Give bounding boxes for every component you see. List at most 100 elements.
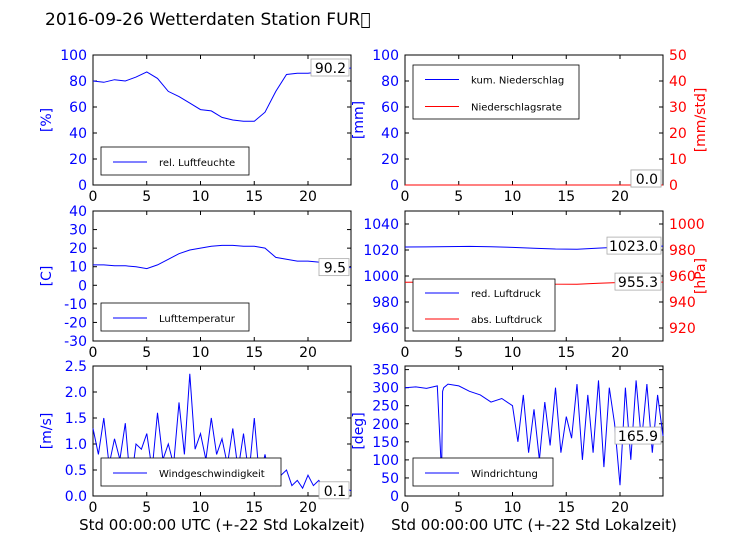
windspeed-y-tick-label: 1.0 — [65, 437, 87, 453]
pressure-y2-tick-label: 940 — [669, 295, 696, 311]
precip-y-tick-label: 0 — [390, 178, 399, 194]
pressure-y-tick-label: 980 — [372, 295, 399, 311]
pressure-legend-label: red. Luftdruck — [471, 289, 541, 300]
windspeed-y-tick-label: 0.0 — [65, 489, 87, 505]
precip-y2-tick-label: 10 — [669, 152, 687, 168]
precip-x-tick-label: 10 — [504, 189, 522, 205]
pressure-y2-tick-label: 960 — [669, 269, 696, 285]
winddir-legend-box — [412, 457, 554, 487]
windspeed-x-axis-label: Std 00:00:00 UTC (+-22 Std Lokalzeit) — [79, 516, 365, 534]
figure-title: 2016-09-26 Wetterdaten Station FUR  — [45, 10, 371, 30]
windspeed-x-tick-label: 5 — [142, 500, 151, 516]
pressure-x-tick-label: 15 — [557, 345, 575, 361]
winddir-y-tick-label: 150 — [372, 435, 399, 451]
winddir-x-tick-label: 15 — [557, 500, 575, 516]
windspeed-x-tick-label: 20 — [299, 500, 317, 516]
precip-y-tick-label: 40 — [381, 126, 399, 142]
winddir-y-axis-label: [deg] — [351, 412, 367, 449]
humidity-y-tick-label: 40 — [69, 126, 87, 142]
pressure-annotation-0: 1023.0 — [609, 239, 658, 255]
temperature-x-tick-label: 20 — [299, 345, 317, 361]
windspeed-annotation-box — [318, 481, 350, 500]
humidity-legend-label: rel. Luftfeuchte — [159, 158, 235, 169]
pressure-y-tick-label: 1040 — [363, 217, 399, 233]
temperature-annotation-0: 9.5 — [324, 261, 346, 277]
temperature-x-tick-label: 15 — [245, 345, 263, 361]
precip-legend-label: Niederschlagsrate — [471, 103, 562, 114]
windspeed-series-line-0 — [92, 373, 352, 492]
precip-y2-tick-label: 0 — [669, 178, 678, 194]
winddir-annotation-0: 165.9 — [618, 429, 658, 445]
precip-y-tick-label: 100 — [372, 48, 399, 64]
precip-y2-tick-label: 20 — [669, 126, 687, 142]
precip-y2-tick-label: 40 — [669, 74, 687, 90]
precip-annotation-1: 0.0 — [636, 172, 658, 188]
windspeed-x-tick-label: 0 — [89, 500, 98, 516]
winddir-x-axis-label: Std 00:00:00 UTC (+-22 Std Lokalzeit) — [391, 516, 677, 534]
precip-x-tick-label: 0 — [401, 189, 410, 205]
humidity-x-tick-label: 0 — [89, 189, 98, 205]
humidity-x-tick-label: 5 — [142, 189, 151, 205]
humidity-x-tick-label: 15 — [245, 189, 263, 205]
windspeed-y-axis-label: [m/s] — [39, 413, 55, 450]
temperature-legend-box — [100, 302, 250, 332]
winddir-annotation-box — [614, 426, 662, 445]
temperature-y-tick-label: 20 — [69, 241, 87, 257]
precip-y-tick-label: 60 — [381, 100, 399, 116]
winddir-y-tick-label: 250 — [372, 399, 399, 415]
pressure-y2-tick-label: 980 — [669, 243, 696, 259]
windspeed-y-tick-label: 2.0 — [65, 385, 87, 401]
pressure-y-tick-label: 1020 — [363, 243, 399, 259]
precip-y-tick-label: 80 — [381, 74, 399, 90]
pressure-x-tick-label: 0 — [401, 345, 410, 361]
humidity-y-axis-label: [%] — [39, 108, 55, 132]
temperature-y-tick-label: -10 — [64, 297, 87, 313]
winddir-y-tick-label: 0 — [390, 489, 399, 505]
temperature-y-tick-label: -30 — [64, 334, 87, 350]
winddir-y-tick-label: 300 — [372, 381, 399, 397]
humidity-x-tick-label: 10 — [192, 189, 210, 205]
pressure-x-tick-label: 20 — [611, 345, 629, 361]
pressure-annotation-box — [614, 272, 662, 291]
pressure-y2-tick-label: 1000 — [669, 217, 705, 233]
windspeed-legend-label: Windgeschwindigkeit — [159, 469, 265, 480]
winddir-x-tick-label: 0 — [401, 500, 410, 516]
temperature-y-tick-label: 40 — [69, 204, 87, 220]
precip-y2-axis-label: [mm/std] — [693, 88, 709, 153]
windspeed-y-tick-label: 2.5 — [65, 359, 87, 375]
pressure-y-tick-label: 960 — [372, 321, 399, 337]
humidity-series-line-0 — [92, 67, 352, 122]
temperature-y-tick-label: 30 — [69, 223, 87, 239]
precip-y-tick-label: 20 — [381, 152, 399, 168]
humidity-y-tick-label: 0 — [78, 178, 87, 194]
windspeed-x-tick-label: 15 — [245, 500, 263, 516]
winddir-x-tick-label: 20 — [611, 500, 629, 516]
humidity-y-tick-label: 60 — [69, 100, 87, 116]
winddir-y-tick-label: 200 — [372, 417, 399, 433]
pressure-legend-label: abs. Luftdruck — [471, 315, 542, 326]
precip-y2-tick-label: 30 — [669, 100, 687, 116]
precip-x-tick-label: 20 — [611, 189, 629, 205]
humidity-y-tick-label: 80 — [69, 74, 87, 90]
temperature-annotation-box — [318, 258, 350, 277]
pressure-legend-box — [412, 278, 556, 332]
windspeed-y-tick-label: 0.5 — [65, 463, 87, 479]
humidity-annotation-0: 90.2 — [315, 61, 346, 77]
windspeed-y-tick-label: 1.5 — [65, 411, 87, 427]
precip-legend-box — [412, 64, 580, 120]
precip-annotation-box — [630, 169, 662, 188]
precip-legend-label: kum. Niederschlag — [471, 76, 564, 87]
pressure-annotation-box — [606, 236, 662, 255]
temperature-x-tick-label: 0 — [89, 345, 98, 361]
winddir-y-tick-label: 100 — [372, 453, 399, 469]
temperature-y-tick-label: -20 — [64, 315, 87, 331]
winddir-y-tick-label: 350 — [372, 363, 399, 379]
precip-x-tick-label: 5 — [454, 189, 463, 205]
winddir-legend-label: Windrichtung — [471, 469, 538, 480]
humidity-y-tick-label: 100 — [60, 48, 87, 64]
precip-y2-tick-label: 50 — [669, 48, 687, 64]
temperature-legend-label: Lufttemperatur — [159, 314, 236, 325]
winddir-x-tick-label: 10 — [504, 500, 522, 516]
humidity-x-tick-label: 20 — [299, 189, 317, 205]
